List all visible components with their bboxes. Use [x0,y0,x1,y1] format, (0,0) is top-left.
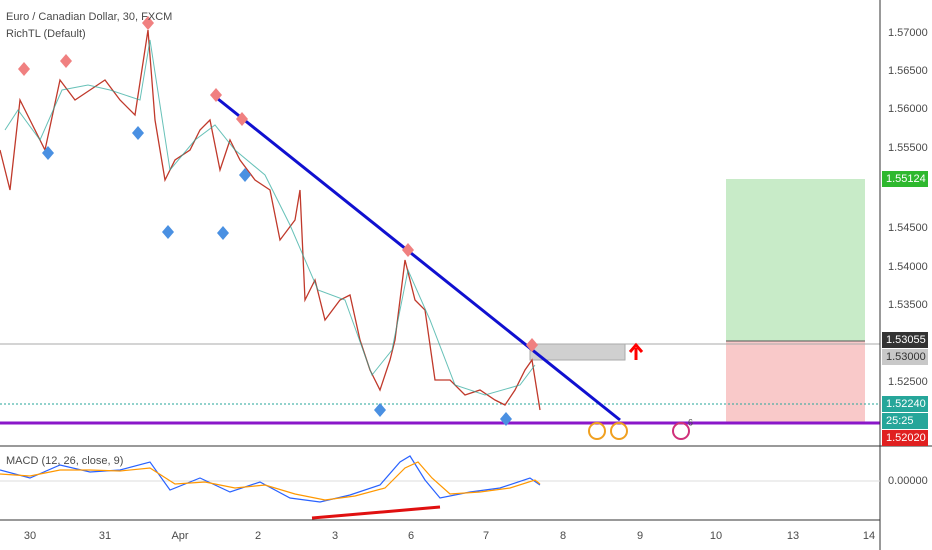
time-label: 30 [24,530,36,542]
price-tag-bg [882,171,928,187]
up-arrow [628,342,644,360]
price-path [0,29,541,411]
time-label: 6 [408,530,414,542]
macd-zero-label: 0.00000 [888,475,928,487]
price-label: 1.53500 [888,299,928,311]
event-count: 6 [688,417,693,427]
price-tag: 1.55124 [882,171,928,187]
time-label: 13 [787,530,799,542]
price-tag-text: 1.52240 [886,398,926,410]
price-label: 1.54500 [888,222,928,234]
price-tag-text: 1.53000 [886,351,926,363]
event-icons [588,422,628,440]
price-tag: 1.53055 [882,332,928,348]
time-label: 3 [332,530,338,542]
divergence-line [311,505,441,520]
price-tag-bg [882,430,928,446]
price-label: 1.56000 [888,103,928,115]
price-tag-bg [882,349,928,365]
time-label: Apr [171,530,188,542]
time-label: 2 [255,530,261,542]
time-label: 7 [483,530,489,542]
price-label: 1.56500 [888,65,928,77]
time-label: 14 [863,530,875,542]
grey-zone [529,343,626,361]
bottom-markers [42,126,512,426]
price-tag-text: 1.53055 [886,334,926,346]
price-path-up [4,39,536,396]
time-label: 8 [560,530,566,542]
price-tag-bg [882,396,928,412]
time-label: 31 [99,530,111,542]
time-label: 9 [637,530,643,542]
indicator-label: RichTL (Default) [6,28,86,40]
price-label: 1.57000 [888,27,928,39]
price-tag-bg [882,332,928,348]
profit-zone [726,179,865,341]
macd-label: MACD (12, 26, close, 9) [6,455,123,467]
price-label: 1.55500 [888,142,928,154]
event-icon [672,422,690,440]
price-tag: 1.52240 [882,396,928,412]
price-label: 1.54000 [888,261,928,273]
price-label: 1.52500 [888,376,928,388]
price-tag: 1.53000 [882,349,928,365]
trend-line [212,93,621,422]
time-label: 10 [710,530,722,542]
price-tag-text: 1.52020 [886,432,926,444]
chart-title: Euro / Canadian Dollar, 30, FXCM [6,11,172,23]
price-tag-text: 1.55124 [886,173,926,185]
top-markers [18,16,538,352]
price-tag: 25:25 [882,413,928,429]
price-tag: 1.52020 [882,430,928,446]
loss-zone [726,341,865,423]
price-tag-bg [882,413,928,429]
price-tag-text: 25:25 [886,415,914,427]
signal-line [0,461,541,501]
